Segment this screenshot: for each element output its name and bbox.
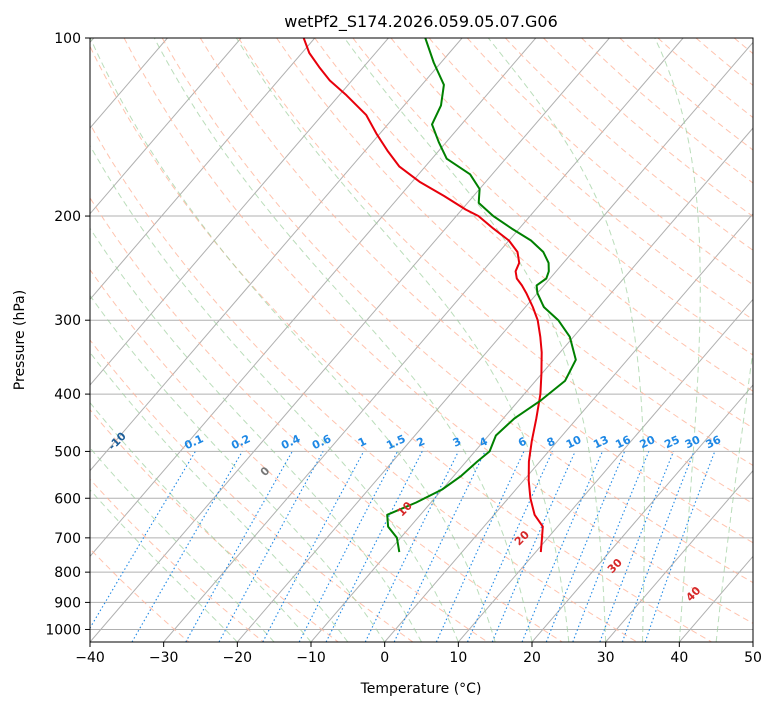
isotherm-line [90,38,463,472]
mixing-ratio-line [131,451,243,642]
y-tick-label: 900 [54,595,81,611]
y-tick-label: 100 [54,31,81,47]
mixing-ratio-line [521,451,604,642]
mixing-ratio-line [218,451,324,642]
dry-adiabat-line [90,408,339,642]
mixing-ratio-label: 13 [591,433,610,451]
isotherm-line [90,38,316,301]
temperature-profile [302,38,544,553]
axes-layer: −40 −30 −20 −10 0 10 20 30 40 50 100 200 300 400 500 60… [45,31,762,666]
moist-adiabat-line [90,447,275,642]
mixing-ratio-line [90,451,196,630]
mixing-ratio-label: 30 [683,433,703,451]
isotherm-line [457,298,753,642]
dry-adiabat-line [90,122,638,642]
dry-adiabat-line [161,38,753,584]
mixing-ratio-line [621,451,695,642]
moist-adiabat-line [90,294,386,642]
dry-adiabat-line [90,196,563,642]
x-tick-label: −30 [149,650,179,666]
x-tick-label: 0 [380,650,389,666]
dry-adiabat-line [90,339,414,642]
isotherm-line [90,38,389,386]
moist-adiabat-line [487,38,645,642]
y-tick-label: 600 [54,491,81,507]
moist-adiabat-line [90,401,312,642]
mixing-ratio-line [644,451,716,642]
dry-adiabat-line [619,38,753,151]
isotherm-line [752,641,753,642]
dry-adiabat-line [466,38,753,286]
mixing-ratio-label: 25 [662,433,681,451]
moist-adiabat-line [90,351,349,642]
mixing-ratio-line [435,451,525,642]
plot-background [90,38,753,642]
y-axis-label: Pressure (hPa) [12,290,28,390]
y-tick-label: 300 [54,313,81,329]
moist-adiabat-line [654,38,701,642]
dewpoint-profile [386,38,577,553]
dry-adiabat-line [390,38,753,356]
mixing-ratio-line [393,451,486,642]
dry-adiabat-line [90,478,264,642]
mixing-ratio-label: 36 [704,433,724,451]
y-tick-label: 500 [54,444,81,460]
dry-adiabat-line [238,38,753,505]
isotherm-line [163,38,684,642]
mixing-ratio-line [364,451,459,642]
y-tick-label: 700 [54,531,81,547]
mixing-ratio-label: 10 [564,433,584,451]
moist-adiabat-line [90,144,459,642]
isotherm-line [384,212,753,642]
series-layer [302,38,577,553]
isotherm-line [605,469,753,642]
chart-title: wetPf2_S174.2026.059.05.07.G06 [284,12,558,32]
dry-adiabat-line [352,38,753,392]
moist-adiabat-line [343,38,607,642]
mixing-ratio-line [185,451,293,642]
x-tick-label: 20 [523,650,541,666]
x-tick-label: −20 [223,650,253,666]
dry-adiabat-label: -20 [19,395,42,418]
x-tick-label: 40 [670,650,688,666]
x-tick-label: −40 [75,650,105,666]
mixing-ratio-line [491,451,576,642]
dry-adiabat-line [90,45,712,642]
plot-frame [89,37,754,643]
y-tick-label: 1000 [45,622,81,638]
dry-adiabat-line [123,38,753,624]
mixing-ratio-label: 16 [613,433,633,451]
moist-adiabat-line [153,38,533,642]
moist-adiabat-line [235,38,570,642]
isotherm-line [236,41,753,642]
x-tick-label: 10 [449,650,467,666]
mixing-ratio-label: 20 [638,433,658,451]
moist-adiabat-line [90,38,496,642]
isotherm-line [531,384,753,642]
isotherm-line [90,38,537,558]
y-tick-label: 800 [54,565,81,581]
dry-adiabat-line [314,38,753,429]
y-tick-label: 200 [54,209,81,225]
dry-adiabat-line [505,38,753,251]
isotherm-line [90,38,242,215]
dry-adiabat-line [199,38,753,544]
x-tick-label: 50 [744,650,762,666]
moist-adiabat-line [90,227,422,642]
x-tick-label: −10 [296,650,326,666]
y-tick-label: 400 [54,387,81,403]
dry-adiabat-line [581,38,753,184]
moist-adiabat-line [715,347,753,642]
x-axis-label: Temperature (°C) [360,681,482,697]
x-tick-label: 30 [597,650,615,666]
